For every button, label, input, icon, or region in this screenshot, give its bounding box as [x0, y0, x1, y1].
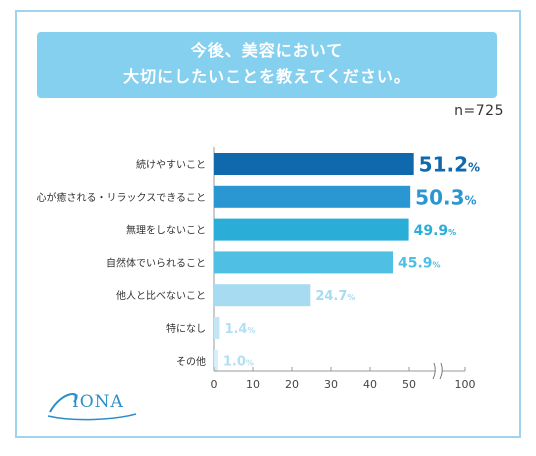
bar: [214, 218, 409, 241]
bar: [214, 185, 411, 208]
logo-text: IONA: [72, 392, 124, 412]
iona-logo: IONA: [44, 388, 140, 422]
category-label: その他: [176, 355, 206, 368]
sample-size-label: n=725: [454, 103, 504, 119]
category-label: 自然体でいられること: [106, 256, 206, 269]
value-label: 24.7%: [315, 289, 355, 304]
x-tick-label: 40: [363, 378, 377, 391]
x-tick-label: 0: [211, 378, 218, 391]
value-label: 50.3%: [415, 185, 476, 209]
bar: [214, 284, 311, 307]
category-label: 特になし: [166, 323, 206, 335]
axis-break-mark: [439, 362, 443, 380]
axis-break-mark: [432, 362, 436, 380]
category-label: 続けやすいこと: [136, 158, 206, 171]
value-label: 1.4%: [224, 322, 255, 337]
value-label: 45.9%: [398, 256, 441, 272]
value-label: 1.0%: [223, 355, 254, 370]
x-tick-label: 30: [324, 378, 338, 391]
x-tick-label: 20: [285, 378, 299, 391]
chart-title-line-2: 大切にしたいことを教えてください。: [123, 67, 411, 86]
x-tick-label: 100: [455, 378, 476, 391]
x-tick-label: 50: [402, 378, 416, 391]
bar: [214, 349, 218, 372]
iona-swoosh-logo-icon: [47, 393, 137, 421]
category-label: 無理をしないこと: [126, 224, 206, 237]
value-label: 51.2%: [419, 153, 480, 177]
chart-title-banner: 今後、美容において 大切にしたいことを教えてください。: [37, 32, 497, 98]
category-label: 心が癒される・リラックスできること: [37, 191, 207, 204]
bar: [214, 317, 220, 339]
bar: [214, 251, 394, 274]
bar: [214, 153, 414, 175]
axis-break-gap: [435, 362, 442, 380]
chart-title-line-1: 今後、美容において: [190, 41, 344, 60]
x-tick-label: 10: [246, 378, 260, 391]
category-label: 他人と比べないこと: [116, 289, 206, 302]
value-label: 49.9%: [414, 223, 457, 239]
